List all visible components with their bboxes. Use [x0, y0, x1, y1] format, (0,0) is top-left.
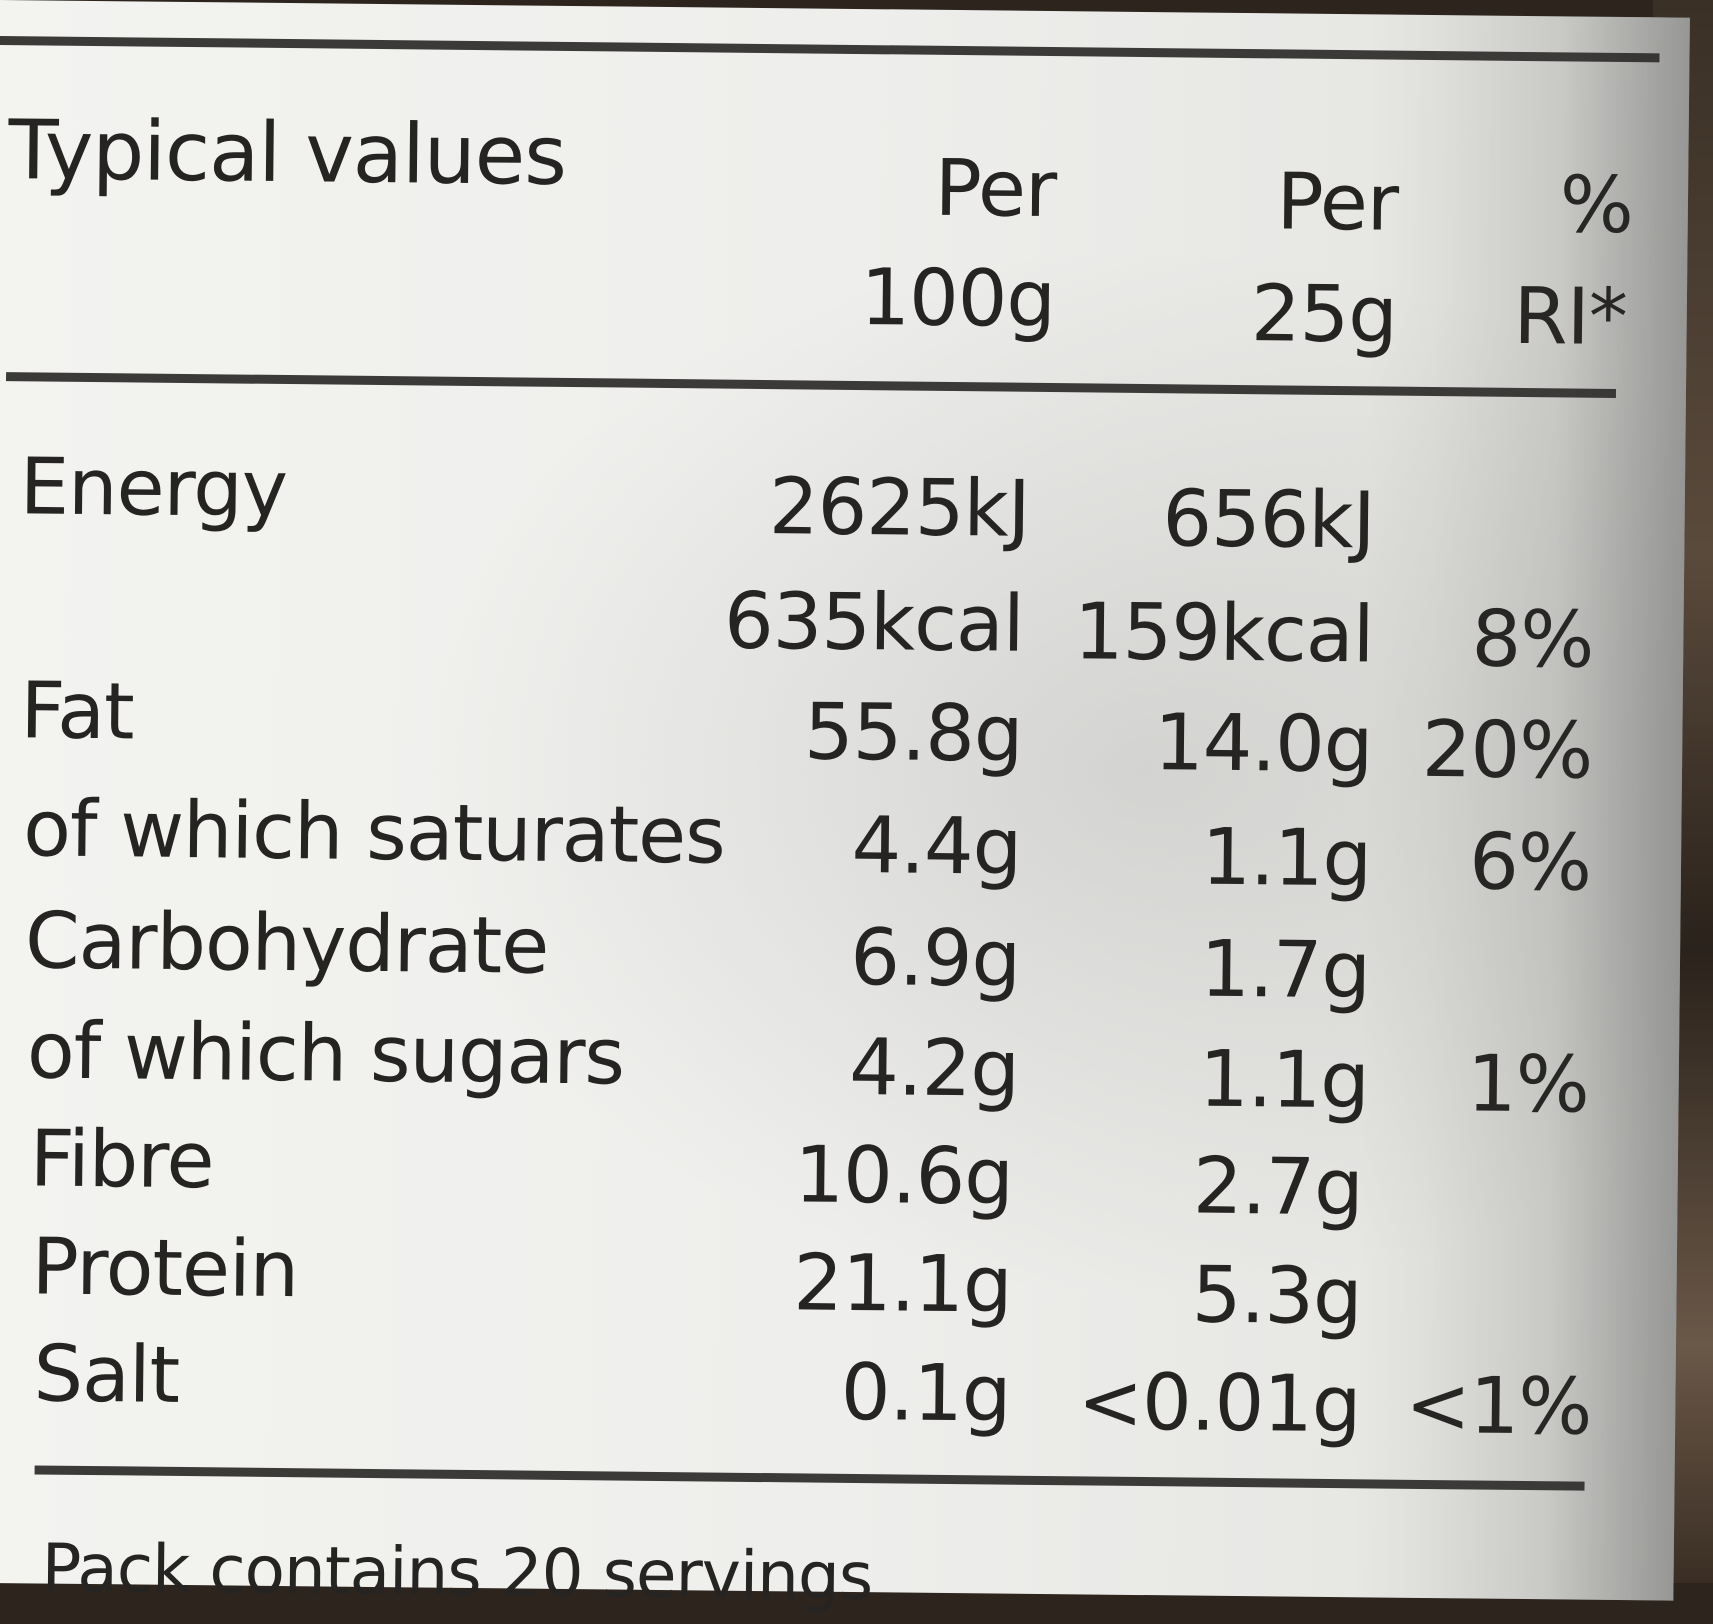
cell-saturates-ri: 6%: [1468, 817, 1592, 909]
header-ri-line2: RI*: [1513, 271, 1628, 364]
header-per100-line2: 100g: [860, 253, 1056, 346]
header-ri-line1: %: [1559, 160, 1634, 252]
header-per100-line1: Per: [934, 143, 1057, 236]
cell-fat-per100: 55.8g: [803, 687, 1023, 780]
cell-salt-per25: <0.01g: [1077, 1357, 1361, 1451]
cell-energy-kcal-per25: 159kcal: [1073, 587, 1374, 681]
cell-energy-kj-per25: 656kJ: [1162, 474, 1376, 567]
table-title: Typical values: [7, 103, 567, 204]
row-label-salt: Salt: [33, 1329, 180, 1421]
row-label-saturates: of which saturates: [22, 784, 726, 882]
header-rule: [6, 372, 1617, 398]
row-label-sugars: of which sugars: [26, 1006, 625, 1103]
row-label-energy: Energy: [19, 442, 288, 536]
cell-sugars-ri: 1%: [1466, 1039, 1590, 1131]
cell-sugars-per100: 4.2g: [848, 1022, 1020, 1115]
footer-rule: [34, 1465, 1585, 1491]
nutrition-label: Typical values Per 100g Per 25g % RI* En…: [0, 0, 1690, 1601]
servings-note: Pack contains 20 servings: [41, 1529, 873, 1616]
cell-fat-per25: 14.0g: [1153, 698, 1373, 791]
header-per25-line2: 25g: [1250, 269, 1398, 361]
top-rule: [0, 35, 1660, 63]
cell-carbohydrate-per100: 6.9g: [849, 912, 1021, 1005]
cell-salt-ri: <1%: [1404, 1360, 1592, 1453]
row-label-fat: Fat: [20, 666, 135, 758]
cell-energy-kj-per100: 2625kJ: [768, 462, 1031, 555]
cell-fibre-per25: 2.7g: [1192, 1141, 1364, 1234]
cell-fibre-per100: 10.6g: [794, 1130, 1014, 1223]
cell-protein-per100: 21.1g: [792, 1238, 1013, 1331]
cell-energy-ri: 8%: [1471, 594, 1594, 686]
cell-protein-per25: 5.3g: [1191, 1250, 1362, 1343]
cell-energy-kcal-per100: 635kcal: [723, 576, 1024, 670]
cell-fat-ri: 20%: [1421, 704, 1593, 797]
cell-saturates-per25: 1.1g: [1201, 812, 1372, 905]
cell-salt-per100: 0.1g: [840, 1347, 1011, 1440]
row-label-carbohydrate: Carbohydrate: [24, 896, 549, 992]
cell-sugars-per25: 1.1g: [1198, 1034, 1370, 1127]
cell-saturates-per100: 4.4g: [851, 800, 1022, 893]
header-per25-line1: Per: [1276, 157, 1399, 249]
row-label-fibre: Fibre: [29, 1114, 215, 1207]
row-label-protein: Protein: [31, 1222, 299, 1316]
cell-carbohydrate-per25: 1.7g: [1199, 924, 1371, 1017]
